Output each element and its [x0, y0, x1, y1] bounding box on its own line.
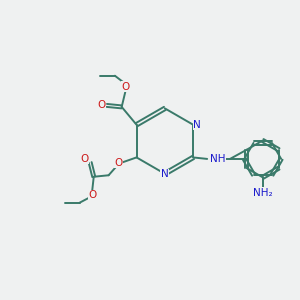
Text: O: O — [88, 190, 96, 200]
Text: N: N — [193, 120, 201, 130]
Text: NH₂: NH₂ — [253, 188, 272, 198]
Text: O: O — [81, 154, 89, 164]
Text: N: N — [161, 169, 169, 179]
Text: O: O — [115, 158, 123, 168]
Text: O: O — [97, 100, 106, 110]
Text: NH: NH — [210, 154, 226, 164]
Text: O: O — [121, 82, 129, 92]
